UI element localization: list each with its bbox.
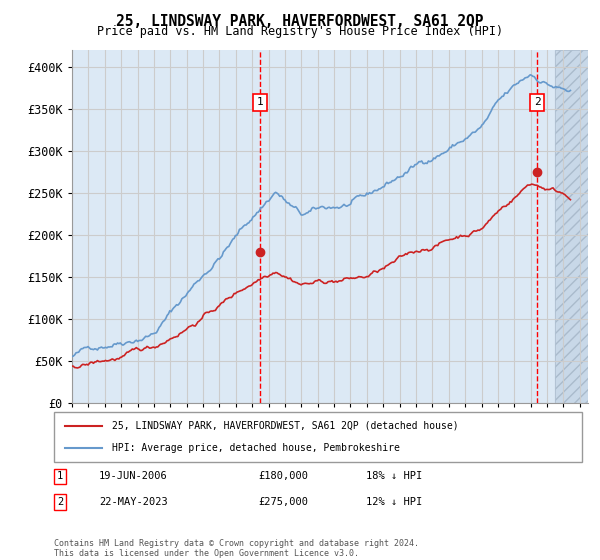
- Text: 22-MAY-2023: 22-MAY-2023: [99, 497, 168, 507]
- Bar: [555, 50, 588, 403]
- Bar: [555, 50, 588, 403]
- Text: Price paid vs. HM Land Registry's House Price Index (HPI): Price paid vs. HM Land Registry's House …: [97, 25, 503, 38]
- Text: 2: 2: [57, 497, 63, 507]
- Text: 1: 1: [57, 471, 63, 481]
- Text: 2: 2: [533, 97, 541, 108]
- FancyBboxPatch shape: [54, 412, 582, 462]
- Text: 25, LINDSWAY PARK, HAVERFORDWEST, SA61 2QP (detached house): 25, LINDSWAY PARK, HAVERFORDWEST, SA61 2…: [112, 421, 459, 431]
- Text: £275,000: £275,000: [258, 497, 308, 507]
- Text: 19-JUN-2006: 19-JUN-2006: [99, 471, 168, 481]
- Text: HPI: Average price, detached house, Pembrokeshire: HPI: Average price, detached house, Pemb…: [112, 443, 400, 453]
- Text: 12% ↓ HPI: 12% ↓ HPI: [366, 497, 422, 507]
- Text: 25, LINDSWAY PARK, HAVERFORDWEST, SA61 2QP: 25, LINDSWAY PARK, HAVERFORDWEST, SA61 2…: [116, 14, 484, 29]
- Text: 1: 1: [257, 97, 263, 108]
- Text: £180,000: £180,000: [258, 471, 308, 481]
- Text: 18% ↓ HPI: 18% ↓ HPI: [366, 471, 422, 481]
- Text: Contains HM Land Registry data © Crown copyright and database right 2024.
This d: Contains HM Land Registry data © Crown c…: [54, 539, 419, 558]
